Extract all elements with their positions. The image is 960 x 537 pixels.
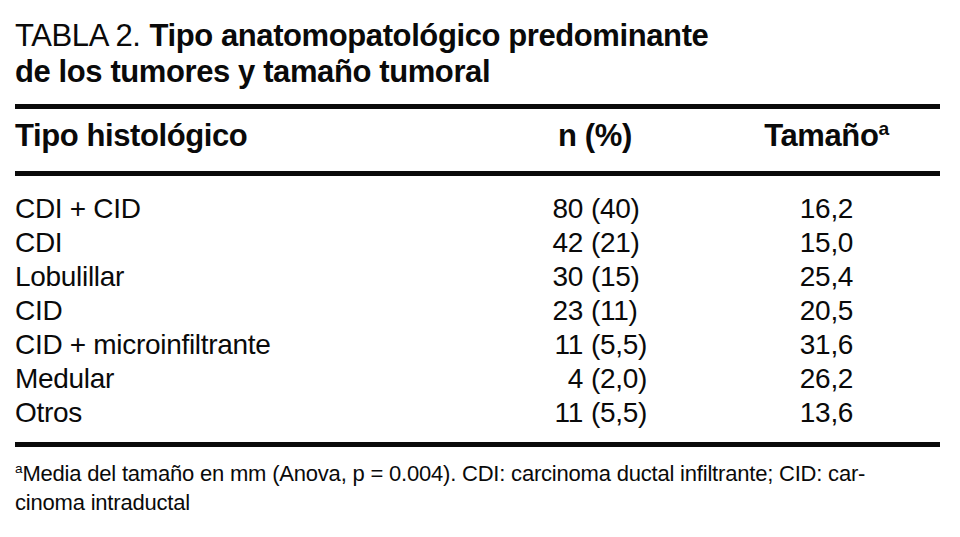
pct-value: (5,5) (591, 397, 647, 428)
size-footnote-marker: a (878, 118, 888, 139)
n-cell: 4 (2,0) (495, 362, 695, 396)
pct-value: (5,5) (591, 329, 647, 360)
n-value: 30 (547, 260, 583, 294)
table-row: Lobulillar 30 (15) 25,4 (15, 260, 940, 294)
size-cell: 26,2 (695, 362, 940, 396)
histology-cell: CID (15, 294, 495, 328)
table-title-line1: Tipo anatomopatológico predominante (149, 18, 708, 53)
table-figure: TABLA 2. Tipo anatomopatológico predomina… (0, 18, 960, 537)
histology-cell: Lobulillar (15, 260, 495, 294)
size-cell: 20,5 (695, 294, 940, 328)
n-cell: 80 (40) (495, 192, 695, 226)
bottom-rule (15, 442, 940, 447)
footnote-line1: aMedia del tamaño en mm (Anova, p = 0.00… (15, 461, 865, 486)
n-value: 4 (547, 362, 583, 396)
table-row: CID 23 (11) 20,5 (15, 294, 940, 328)
n-value: 11 (547, 396, 583, 430)
column-header-size: Tamañoa (695, 118, 940, 154)
n-cell: 30 (15) (495, 260, 695, 294)
n-cell: 11 (5,5) (495, 328, 695, 362)
n-value: 80 (547, 192, 583, 226)
histology-cell: Otros (15, 396, 495, 430)
histology-cell: CID + microinfiltrante (15, 328, 495, 362)
table-row: CID + microinfiltrante 11 (5,5) 31,6 (15, 328, 940, 362)
pct-value: (21) (591, 227, 640, 258)
size-cell: 25,4 (695, 260, 940, 294)
pct-value: (15) (591, 261, 640, 292)
table-footnote: aMedia del tamaño en mm (Anova, p = 0.00… (15, 459, 940, 517)
table-row: Medular 4 (2,0) 26,2 (15, 362, 940, 396)
header-rule (15, 171, 940, 176)
table-title: TABLA 2. Tipo anatomopatológico predomina… (15, 18, 940, 90)
table-title-line2: de los tumores y tamaño tumoral (15, 54, 490, 89)
column-header-n-pct: n (%) (495, 118, 695, 154)
pct-value: (2,0) (591, 363, 647, 394)
column-header-histology: Tipo histológico (15, 118, 495, 154)
histology-cell: CDI (15, 226, 495, 260)
n-cell: 23 (11) (495, 294, 695, 328)
table-number-label: TABLA 2. (15, 18, 140, 53)
pct-value: (11) (591, 295, 638, 326)
table-header-row: Tipo histológico n (%) Tamañoa (15, 109, 940, 154)
table-row: Otros 11 (5,5) 13,6 (15, 396, 940, 430)
table-row: CDI + CID 80 (40) 16,2 (15, 192, 940, 226)
n-cell: 42 (21) (495, 226, 695, 260)
size-cell: 16,2 (695, 192, 940, 226)
size-cell: 13,6 (695, 396, 940, 430)
n-cell: 11 (5,5) (495, 396, 695, 430)
size-cell: 31,6 (695, 328, 940, 362)
size-cell: 15,0 (695, 226, 940, 260)
pct-value: (40) (591, 193, 640, 224)
histology-cell: CDI + CID (15, 192, 495, 226)
table-body: CDI + CID 80 (40) 16,2 CDI 42 (21) 15,0 Lo… (15, 192, 940, 430)
n-value: 23 (547, 294, 583, 328)
n-value: 11 (547, 328, 583, 362)
histology-cell: Medular (15, 362, 495, 396)
footnote-line2: cinoma intraductal (15, 488, 940, 517)
n-value: 42 (547, 226, 583, 260)
table-row: CDI 42 (21) 15,0 (15, 226, 940, 260)
